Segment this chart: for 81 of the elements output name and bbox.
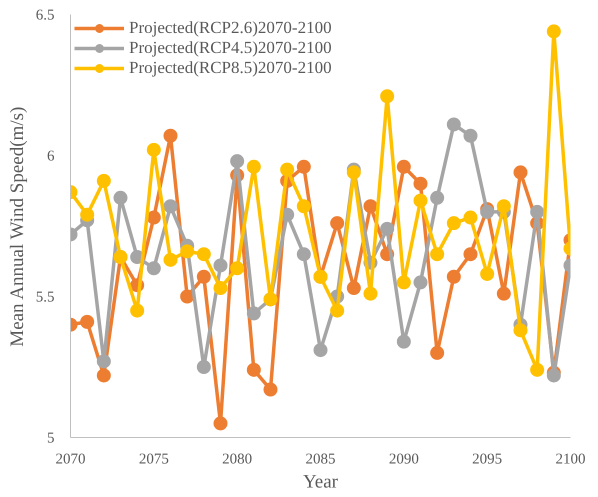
point: [130, 304, 144, 318]
point: [480, 266, 494, 281]
point: [180, 290, 194, 304]
y-axis-title: Mean Annual Wind Speed(m/s): [6, 106, 28, 347]
point: [230, 261, 244, 276]
x-tick-label: 2070: [56, 452, 86, 468]
point: [496, 199, 511, 214]
point: [230, 154, 244, 168]
point: [114, 190, 128, 205]
point: [414, 275, 428, 290]
point: [196, 270, 211, 284]
x-axis-title: Year: [302, 472, 339, 492]
point: [496, 286, 511, 301]
point: [446, 117, 461, 132]
point: [80, 314, 94, 329]
point: [214, 281, 228, 296]
point: [164, 252, 178, 267]
point: [164, 128, 178, 143]
point: [96, 354, 111, 368]
x-tick-label: 2100: [556, 452, 586, 468]
point: [196, 247, 211, 262]
point: [330, 304, 344, 318]
point: [480, 204, 494, 219]
point: [146, 261, 161, 276]
point: [464, 247, 478, 262]
point: [164, 199, 178, 214]
point: [246, 160, 261, 174]
point: [396, 334, 411, 349]
point: [180, 244, 194, 258]
point: [346, 165, 361, 180]
point: [146, 142, 161, 157]
point: [214, 258, 228, 272]
point: [296, 199, 311, 214]
point: [546, 368, 561, 382]
point: [464, 210, 478, 225]
point: [346, 281, 361, 296]
point: [514, 165, 528, 180]
point: [464, 128, 478, 143]
point: [314, 343, 328, 358]
point: [214, 416, 228, 430]
point: [96, 174, 111, 188]
x-tick-label: 2085: [306, 452, 336, 468]
point: [430, 190, 444, 205]
point: [80, 208, 94, 222]
legend-label: Projected(RCP2.6)2070-2100: [129, 18, 332, 38]
point: [246, 362, 261, 377]
point: [396, 160, 411, 174]
point: [430, 346, 444, 360]
x-tick-label: 2075: [138, 452, 169, 468]
point: [414, 176, 428, 191]
y-tick-label: 6: [47, 148, 55, 164]
point: [546, 24, 561, 38]
point: [296, 160, 311, 174]
point: [246, 306, 261, 320]
point: [514, 323, 528, 338]
y-tick-label: 6.5: [36, 8, 54, 24]
legend-label: Projected(RCP8.5)2070-2100: [129, 58, 332, 78]
x-tick-label: 2080: [222, 452, 252, 468]
y-tick-label: 5.5: [36, 290, 54, 306]
point: [396, 275, 411, 290]
point: [430, 247, 444, 262]
point: [380, 222, 394, 236]
point: [196, 360, 211, 374]
point: [146, 210, 161, 225]
point: [530, 362, 544, 377]
legend-label: Projected(RCP4.5)2070-2100: [129, 38, 332, 58]
point: [530, 204, 544, 219]
y-tick-label: 5: [47, 430, 54, 446]
x-tick-label: 2090: [388, 452, 419, 468]
point: [380, 89, 394, 104]
point: [330, 216, 344, 230]
point: [364, 286, 378, 301]
point: [264, 382, 278, 397]
point: [414, 194, 428, 208]
point: [446, 270, 461, 284]
point: [446, 216, 461, 230]
x-tick-label: 2095: [472, 452, 502, 468]
point: [96, 368, 111, 382]
point: [296, 247, 311, 262]
point: [280, 162, 294, 177]
point: [364, 199, 378, 214]
